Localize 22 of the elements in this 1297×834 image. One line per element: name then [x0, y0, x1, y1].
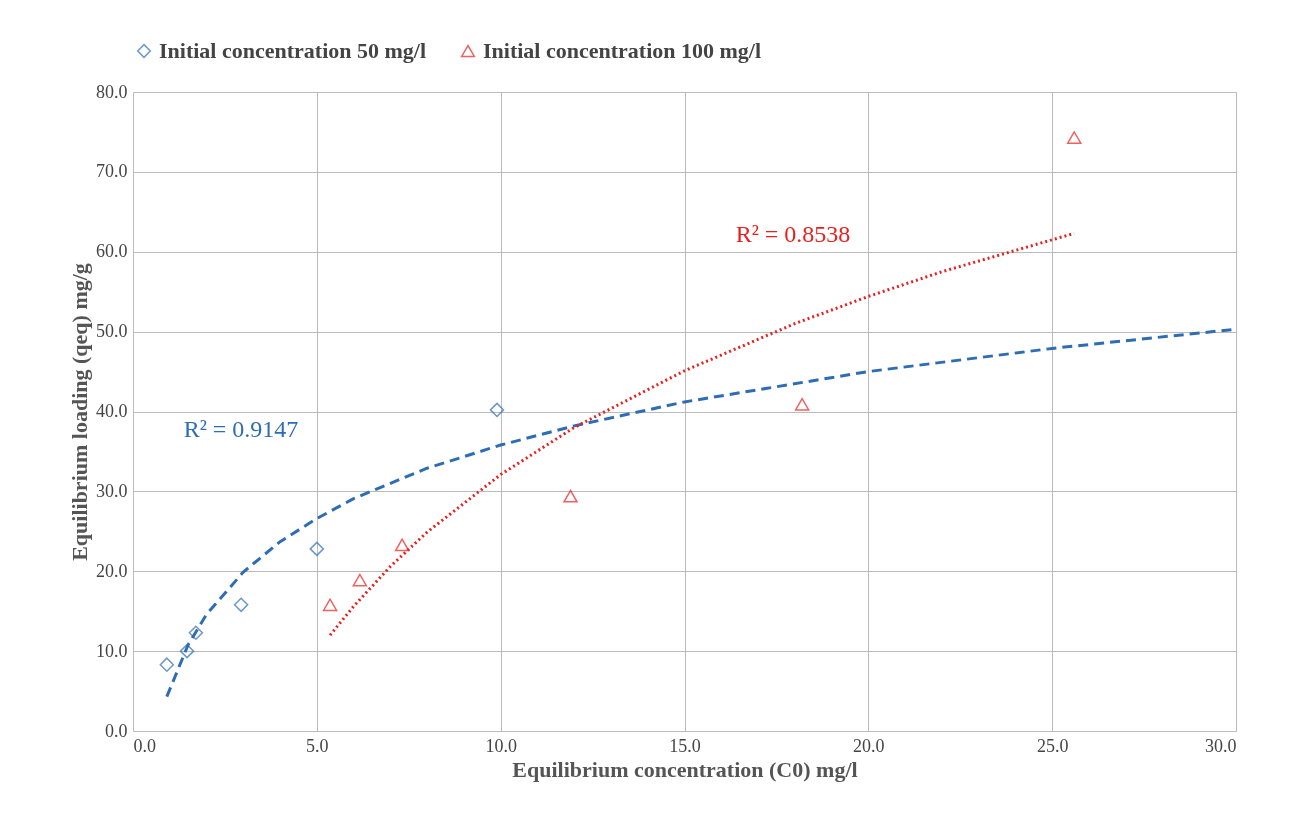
- x-tick-label: 5.0: [306, 735, 329, 756]
- y-tick-label: 40.0: [96, 401, 128, 421]
- x-tick-label: 25.0: [1036, 735, 1069, 756]
- legend-label: Initial concentration 100 mg/l: [483, 38, 762, 63]
- y-tick-label: 60.0: [96, 241, 128, 262]
- legend-label: Initial concentration 50 mg/l: [159, 38, 427, 63]
- y-axis-title: Equilibrium loading (qeq) mg/g: [67, 263, 92, 561]
- x-tick-label: 15.0: [669, 735, 701, 756]
- y-tick-label: 70.0: [96, 161, 128, 182]
- y-tick-label: 80.0: [96, 81, 128, 102]
- x-tick-label: 20.0: [853, 735, 885, 756]
- annotation: R² = 0.9147: [183, 416, 299, 442]
- annotation: R² = 0.8538: [735, 221, 851, 247]
- y-tick-label: 20.0: [96, 560, 128, 581]
- x-tick-label: 10.0: [485, 735, 517, 756]
- x-tick-label: 30.0: [1205, 735, 1237, 756]
- y-tick-label: 30.0: [96, 480, 128, 501]
- y-tick-label: 10.0: [96, 640, 128, 661]
- x-axis-title: Equilibrium concentration (C0) mg/l: [512, 756, 858, 782]
- x-tick-label: 0.0: [133, 735, 156, 756]
- y-tick-label: 50.0: [96, 321, 128, 342]
- y-tick-label: 0.0: [105, 720, 128, 741]
